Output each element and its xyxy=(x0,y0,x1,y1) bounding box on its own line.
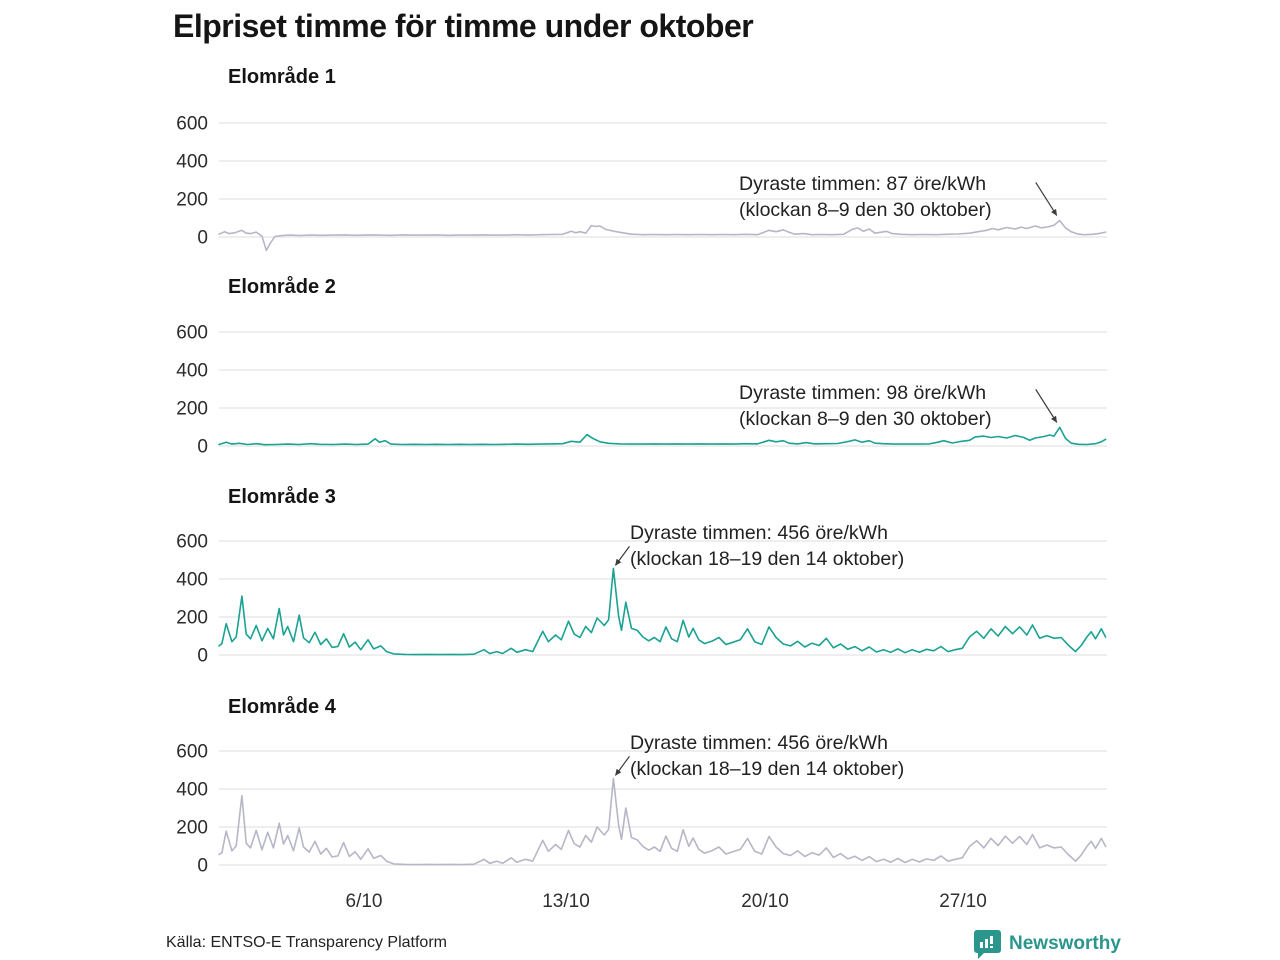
y-axis-tick: 600 xyxy=(176,323,208,344)
y-axis-tick: 400 xyxy=(176,152,208,173)
y-axis-tick: 400 xyxy=(176,361,208,382)
annotation-arrow xyxy=(614,546,630,566)
y-axis-tick: 600 xyxy=(176,114,208,135)
annotation-elomrade-1: Dyraste timmen: 87 öre/kWh (klockan 8–9 … xyxy=(739,172,992,223)
annotation-line1: Dyraste timmen: 456 öre/kWh xyxy=(630,732,888,754)
line-chart-elomrade-3: 0 200 400 600 xyxy=(176,532,1107,667)
y-axis-tick: 0 xyxy=(197,856,208,877)
page-title: Elpriset timme för timme under oktober xyxy=(173,8,754,44)
x-axis-tick: 27/10 xyxy=(939,891,987,912)
line-chart-elomrade-2: 0 200 400 600 xyxy=(176,323,1107,458)
y-axis-tick: 200 xyxy=(176,608,208,629)
y-axis-tick: 200 xyxy=(176,190,208,211)
y-axis-tick: 600 xyxy=(176,742,208,763)
y-axis-tick: 600 xyxy=(176,532,208,553)
annotation-line2: (klockan 8–9 den 30 oktober) xyxy=(739,198,992,221)
y-axis-tick: 200 xyxy=(176,818,208,839)
line-chart-elomrade-1: 0 200 400 600 xyxy=(176,114,1107,252)
newsworthy-logo-text: Newsworthy xyxy=(1009,933,1121,954)
x-axis-tick: 13/10 xyxy=(542,891,590,912)
annotation-line1: Dyraste timmen: 456 öre/kWh xyxy=(630,522,888,544)
price-line xyxy=(218,219,1107,252)
x-axis: 6/10 13/10 20/10 27/10 xyxy=(0,891,1280,915)
newsworthy-logo: Newsworthy xyxy=(974,929,1121,959)
annotation-elomrade-4: Dyraste timmen: 456 öre/kWh (klockan 18–… xyxy=(630,731,904,782)
line-chart-elomrade-4: 0 200 400 600 xyxy=(176,742,1107,877)
annotation-elomrade-3: Dyraste timmen: 456 öre/kWh (klockan 18–… xyxy=(630,521,904,572)
price-line xyxy=(218,777,1107,866)
annotation-line2: (klockan 18–19 den 14 oktober) xyxy=(630,547,905,570)
price-line xyxy=(218,426,1107,446)
price-line xyxy=(218,567,1107,656)
speech-bubble-bar-chart-icon xyxy=(974,929,1001,959)
source-note: Källa: ENTSO-E Transparency Platform xyxy=(166,934,447,951)
y-axis-tick: 200 xyxy=(176,399,208,420)
annotation-line2: (klockan 8–9 den 30 oktober) xyxy=(739,407,992,430)
annotation-elomrade-2: Dyraste timmen: 98 öre/kWh (klockan 8–9 … xyxy=(739,381,992,432)
y-axis-tick: 0 xyxy=(197,228,208,249)
x-axis-tick: 20/10 xyxy=(741,891,789,912)
annotation-arrow xyxy=(614,756,630,776)
annotation-line1: Dyraste timmen: 98 öre/kWh xyxy=(739,382,987,404)
panel-title-elomrade-2: Elområde 2 xyxy=(228,276,336,298)
y-axis-tick: 0 xyxy=(197,646,208,667)
y-axis-tick: 0 xyxy=(197,437,208,458)
panel-title-elomrade-1: Elområde 1 xyxy=(228,66,336,88)
x-axis-tick: 6/10 xyxy=(345,891,383,912)
y-axis-tick: 400 xyxy=(176,570,208,591)
annotation-arrow xyxy=(1035,389,1058,423)
annotation-arrow xyxy=(1035,182,1058,216)
annotation-line2: (klockan 18–19 den 14 oktober) xyxy=(630,757,905,780)
y-axis-tick: 400 xyxy=(176,780,208,801)
panel-title-elomrade-3: Elområde 3 xyxy=(228,486,336,508)
annotation-line1: Dyraste timmen: 87 öre/kWh xyxy=(739,173,987,195)
panel-title-elomrade-4: Elområde 4 xyxy=(228,696,336,718)
